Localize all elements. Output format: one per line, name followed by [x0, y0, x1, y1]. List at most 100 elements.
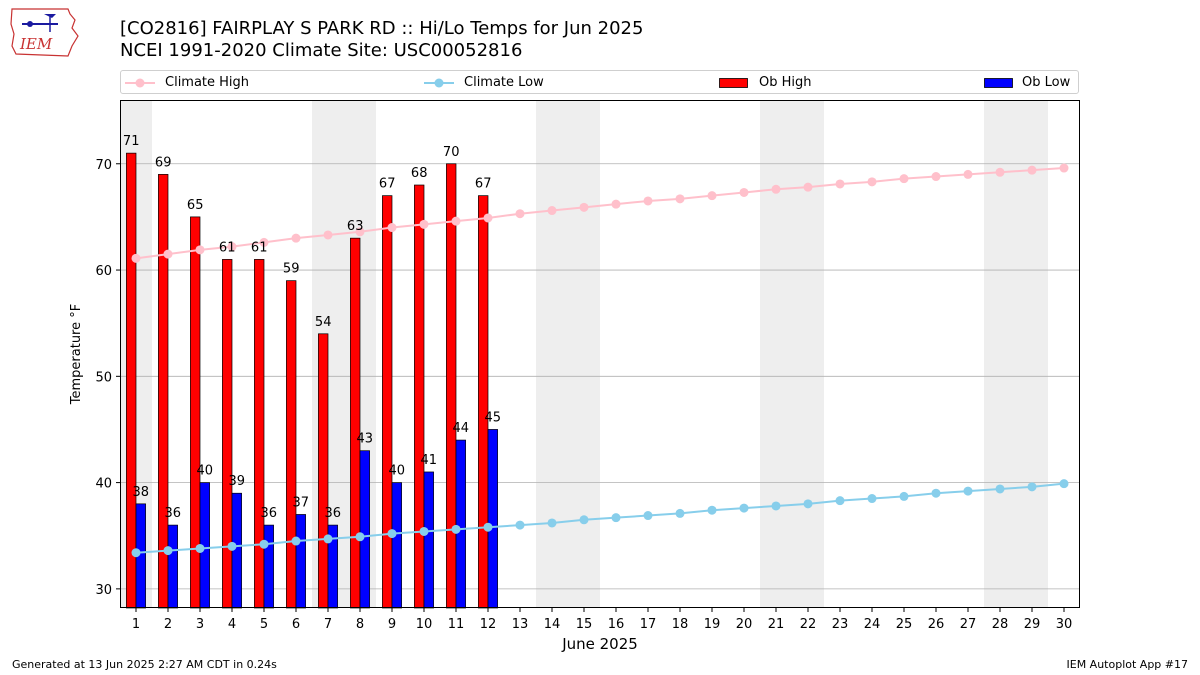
- climate-high-point-6: [291, 233, 301, 243]
- ob-low-label-2: 36: [165, 506, 182, 521]
- climate-high-swatch: [125, 78, 155, 88]
- x-tick-label-10: 10: [416, 617, 433, 632]
- y-tick-label-40: 40: [95, 477, 112, 492]
- climate-low-point-8: [355, 532, 365, 542]
- climate-high-point-28: [995, 167, 1005, 177]
- x-tick-label-9: 9: [388, 617, 396, 632]
- weekend-shade-21: [760, 100, 792, 608]
- ob-high-label-6: 59: [283, 262, 300, 277]
- climate-low-point-18: [675, 508, 685, 518]
- ob-high-label-2: 69: [155, 155, 172, 170]
- ob-high-swatch: [719, 78, 748, 88]
- weekend-shade-14: [536, 100, 568, 608]
- weekend-shade-22: [792, 100, 824, 608]
- climate-high-point-29: [1027, 165, 1037, 175]
- climate-lines: [131, 163, 1069, 558]
- chart-subtitle: NCEI 1991-2020 Climate Site: USC00052816: [120, 40, 523, 61]
- climate-high-point-15: [579, 202, 589, 212]
- climate-high-point-12: [483, 213, 493, 223]
- climate-high-point-26: [931, 172, 941, 182]
- climate-low-point-11: [451, 524, 461, 534]
- ob-high-bar-5: [254, 259, 265, 609]
- ob-high-label-12: 67: [475, 177, 492, 192]
- footer-app: IEM Autoplot App #17: [1066, 658, 1189, 671]
- x-tick-label-26: 26: [928, 617, 945, 632]
- ob-high-bar-11: [446, 163, 457, 609]
- climate-low-point-9: [387, 529, 397, 539]
- climate-low-point-16: [611, 513, 621, 523]
- ob-low-bar-10: [423, 471, 434, 609]
- climate-high-point-3: [195, 245, 205, 255]
- climate-high-point-13: [515, 209, 525, 219]
- ob-high-bar-6: [286, 280, 297, 609]
- legend-label-ob-low: Ob Low: [1022, 75, 1071, 90]
- climate-low-point-12: [483, 522, 493, 532]
- x-tick-label-1: 1: [132, 617, 140, 632]
- ob-low-label-9: 40: [389, 464, 406, 479]
- ob-high-bar-4: [222, 259, 233, 609]
- x-tick-label-14: 14: [544, 617, 561, 632]
- ob-high-bar-1: [126, 152, 137, 609]
- x-tick-label-19: 19: [704, 617, 721, 632]
- ob-low-label-1: 38: [133, 485, 150, 500]
- climate-low-point-6: [291, 536, 301, 546]
- climate-high-point-8: [355, 227, 365, 237]
- climate-low-point-14: [547, 518, 557, 528]
- climate-low-point-27: [963, 486, 973, 496]
- ob-high-bar-8: [350, 237, 361, 609]
- x-tick-label-4: 4: [228, 617, 236, 632]
- x-tick-label-3: 3: [196, 617, 204, 632]
- x-tick-label-21: 21: [768, 617, 785, 632]
- climate-low-point-1: [131, 548, 141, 558]
- climate-high-point-5: [259, 237, 269, 247]
- y-tick-label-60: 60: [95, 264, 112, 279]
- ob-low-bar-2: [167, 524, 178, 609]
- x-tick-label-30: 30: [1056, 617, 1073, 632]
- climate-high-point-7: [323, 230, 333, 240]
- ob-low-label-8: 43: [357, 432, 374, 447]
- plot-frame: [120, 100, 1080, 608]
- climate-low-point-17: [643, 511, 653, 521]
- weekend-shade-15: [568, 100, 600, 608]
- climate-high-point-22: [803, 182, 813, 192]
- ob-low-label-11: 44: [453, 421, 470, 436]
- bar-value-labels: 71 69 65 61 61 59 54 63 67 68 70 67 38 36 40 39 36 37 36 43…: [123, 134, 501, 521]
- climate-low-point-15: [579, 515, 589, 525]
- climate-low-point-26: [931, 488, 941, 498]
- climate-low-point-2: [163, 546, 173, 556]
- climate-low-point-25: [899, 491, 909, 501]
- x-tick-label-6: 6: [292, 617, 300, 632]
- ob-low-label-5: 36: [261, 506, 278, 521]
- y-axis-ticks: 30 40 50 60 70: [95, 158, 120, 598]
- ob-high-label-8: 63: [347, 219, 364, 234]
- x-tick-label-15: 15: [576, 617, 593, 632]
- y-tick-label-30: 30: [95, 583, 112, 598]
- legend: Climate High Climate Low Ob High Ob Low: [120, 70, 1079, 94]
- climate-high-point-9: [387, 223, 397, 233]
- y-tick-label-70: 70: [95, 158, 112, 173]
- climate-low-point-24: [867, 494, 877, 504]
- x-tick-label-24: 24: [864, 617, 881, 632]
- x-tick-label-8: 8: [356, 617, 364, 632]
- ob-low-label-3: 40: [197, 464, 214, 479]
- weekend-shade-28: [984, 100, 1016, 608]
- ob-low-bar-12: [487, 429, 498, 609]
- climate-low-point-30: [1059, 479, 1069, 489]
- ob-low-bar-11: [455, 439, 466, 609]
- climate-high-point-20: [739, 187, 749, 197]
- climate-low-point-22: [803, 499, 813, 509]
- ob-low-bar-8: [359, 450, 370, 609]
- ob-low-bar-6: [295, 514, 306, 609]
- climate-low-point-13: [515, 520, 525, 530]
- ob-low-swatch: [984, 78, 1013, 88]
- climate-low-line: [135, 482, 1065, 554]
- climate-low-point-10: [419, 526, 429, 536]
- ob-low-label-12: 45: [485, 410, 502, 425]
- climate-high-point-2: [163, 249, 173, 259]
- x-tick-label-12: 12: [480, 617, 497, 632]
- weekend-shade-29: [1016, 100, 1048, 608]
- ob-high-bar-9: [382, 195, 393, 609]
- x-tick-label-16: 16: [608, 617, 625, 632]
- footer-generated: Generated at 13 Jun 2025 2:27 AM CDT in …: [12, 658, 277, 671]
- ob-high-label-3: 65: [187, 198, 204, 213]
